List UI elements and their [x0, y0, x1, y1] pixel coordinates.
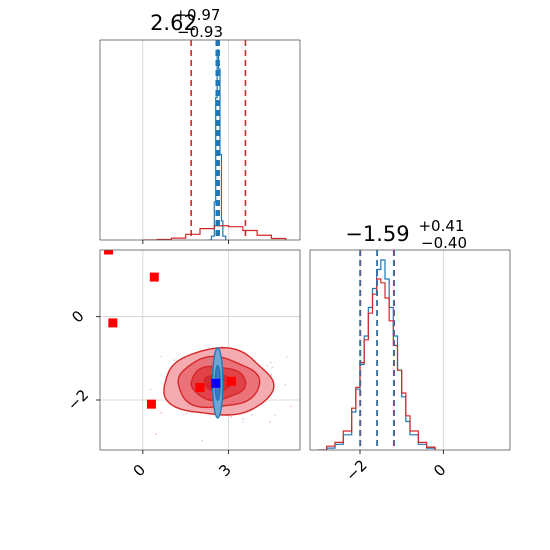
scatter-sample-point: [290, 405, 293, 408]
x-hist-title-sup: +0.97: [174, 6, 220, 24]
y-hist-frame: [309, 249, 511, 451]
scatter-sample-point: [266, 364, 269, 367]
scatter-sample-point: [173, 359, 176, 362]
scatter-grid: [100, 250, 300, 450]
scatter-xtick-label-1: 3: [215, 461, 234, 480]
scatter-sample-point: [201, 439, 203, 442]
scatter-point-2: [108, 318, 118, 328]
x-hist-ticks: [142, 240, 229, 244]
scatter-sample-point: [251, 414, 254, 416]
panel-x-histogram: 2.62 +0.97 −0.93: [99, 5, 301, 244]
x-hist-title-sub: −0.93: [177, 23, 223, 41]
x-hist-title-main: 2.62: [150, 11, 197, 35]
scatter-sample-point: [230, 415, 233, 418]
scatter-sample-point: [268, 420, 271, 423]
x-hist-series: [142, 40, 287, 240]
y-hist-series-1: [318, 278, 436, 450]
y-hist-xtick-label-1: 0: [430, 461, 449, 480]
x-hist-frame: [99, 39, 301, 241]
y-hist-ticks: −2 0: [342, 450, 450, 485]
scatter-point-1: [149, 272, 159, 282]
y-hist-series: [318, 250, 436, 450]
scatter-truth-marker: [211, 378, 221, 388]
y-hist-title-sub: −0.40: [421, 234, 467, 252]
scatter-sample-point: [333, 389, 335, 391]
scatter-sample-point: [274, 414, 277, 417]
scatter-sample-point: [270, 373, 273, 376]
scatter-ytick-label-0: −2: [64, 386, 92, 414]
scatter-sample-point: [149, 388, 152, 391]
scatter-xtick-label-0: 0: [130, 461, 149, 480]
scatter-series: [104, 250, 335, 442]
scatter-sample-point: [285, 355, 288, 358]
scatter-sample-point: [284, 384, 287, 386]
x-hist-title: 2.62 +0.97 −0.93: [150, 5, 225, 41]
x-hist-grid: [142, 40, 229, 240]
y-hist-title-main: −1.59: [345, 222, 409, 246]
scatter-sample-point: [269, 361, 272, 364]
scatter-sample-point: [160, 355, 163, 358]
scatter-sample-point: [271, 366, 274, 369]
panel-2d-scatter: 0 3 −2 0: [64, 249, 335, 480]
scatter-point-4: [195, 383, 205, 392]
scatter-frame: [99, 249, 301, 451]
y-hist-xtick-label-0: −2: [342, 456, 370, 484]
scatter-sample-point: [155, 433, 158, 435]
scatter-point-3: [146, 399, 156, 409]
scatter-point-0: [104, 250, 114, 255]
y-hist-grid: [359, 250, 444, 450]
scatter-ytick-label-1: 0: [68, 307, 87, 326]
scatter-sample-point: [185, 412, 188, 415]
scatter-point-5: [226, 376, 236, 386]
scatter-sample-point: [241, 421, 244, 424]
x-hist-series-1: [142, 225, 287, 240]
panel-y-histogram: −2 0 −1.59 +0.41 −0.40: [309, 216, 511, 485]
scatter-sample-point: [160, 411, 163, 414]
y-hist-title-sup: +0.41: [418, 217, 464, 235]
scatter-sample-point: [242, 417, 245, 420]
y-hist-title: −1.59 +0.41 −0.40: [345, 216, 469, 252]
